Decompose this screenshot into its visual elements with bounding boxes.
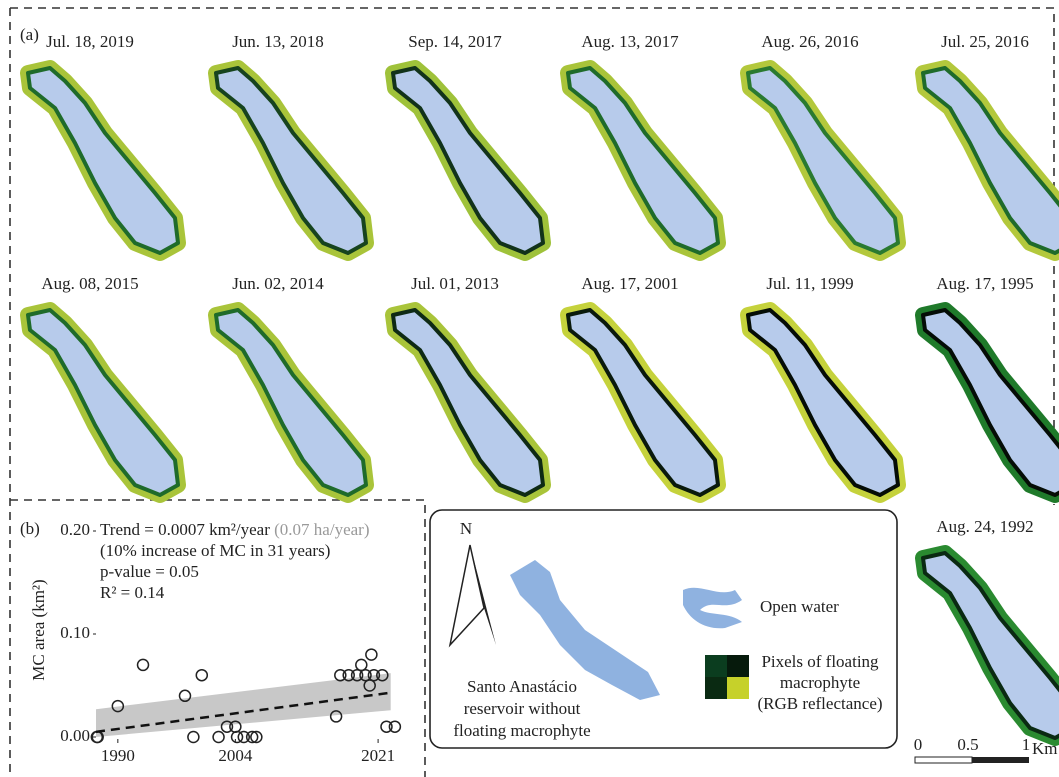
north-label: N: [460, 519, 472, 538]
map-water: [216, 310, 366, 495]
annotation: (10% increase of MC in 31 years): [100, 541, 330, 560]
scale-label: 1: [1022, 735, 1031, 754]
annotation: (0.07 ha/year): [274, 520, 369, 539]
map-date: Jul. 11, 1999: [766, 274, 853, 293]
pixel: [727, 677, 749, 699]
map-water: [216, 68, 366, 253]
y-tick-label: 0.00: [60, 726, 90, 745]
legend-text: Open water: [760, 597, 839, 616]
map-date: Aug. 08, 2015: [41, 274, 138, 293]
pixel: [705, 655, 727, 677]
panel-label: (b): [20, 519, 40, 538]
point: [188, 732, 199, 743]
legend-text: reservoir without: [464, 699, 581, 718]
map-water: [393, 68, 543, 253]
point: [196, 670, 207, 681]
panel-label: (a): [20, 25, 39, 44]
legend-text: Pixels of floating: [761, 652, 879, 671]
map-water: [568, 68, 718, 253]
pixel: [705, 677, 727, 699]
map-water: [748, 68, 898, 253]
annotation: Trend = 0.0007 km²/year: [100, 520, 270, 539]
y-tick-label: 0.20: [60, 520, 90, 539]
map-date: Jul. 18, 2019: [46, 32, 134, 51]
map-date: Aug. 17, 1995: [936, 274, 1033, 293]
figure: (a) Jul. 18, 2019 Jun. 13, 2018 Sep. 14, 2…: [0, 0, 1059, 777]
scale-label: 0.5: [957, 735, 978, 754]
map-date: Jun. 13, 2018: [232, 32, 324, 51]
map-date: Aug. 17, 2001: [581, 274, 678, 293]
point: [138, 659, 149, 670]
y-tick-label: 0.10: [60, 623, 90, 642]
x-tick-label: 2004: [218, 746, 253, 765]
point: [213, 732, 224, 743]
annotation: R² = 0.14: [100, 583, 165, 602]
map-date: Sep. 14, 2017: [408, 32, 502, 51]
map-panel: Jul. 18, 2019 Jun. 13, 2018 Sep. 14, 2017 A…: [28, 32, 1059, 738]
map-water: [28, 310, 178, 495]
map-water: [923, 68, 1059, 253]
confidence-band: [96, 673, 391, 737]
map-water: [748, 310, 898, 495]
map-date: Jul. 01, 2013: [411, 274, 499, 293]
legend-text: floating macrophyte: [453, 721, 590, 740]
map-date: Jun. 02, 2014: [232, 274, 324, 293]
scale-label: 0: [914, 735, 923, 754]
x-tick-label: 2021: [361, 746, 395, 765]
water-icon: [683, 588, 742, 629]
legend-text: (RGB reflectance): [757, 694, 882, 713]
north-arrow: [450, 545, 484, 645]
map-date: Aug. 26, 2016: [761, 32, 858, 51]
map-date: Aug. 13, 2017: [581, 32, 679, 51]
annotation: Trend = 0.0007 km²/year (0.07 ha/year): [100, 520, 369, 539]
map-water: [568, 310, 718, 495]
legend-text: Santo Anastácio: [467, 677, 577, 696]
map-water: [393, 310, 543, 495]
map-water: [923, 310, 1059, 495]
map-water: [923, 553, 1059, 738]
scale-unit: Km: [1032, 739, 1058, 758]
point: [389, 721, 400, 732]
legend-text: macrophyte: [780, 673, 860, 692]
annotation: p-value = 0.05: [100, 562, 199, 581]
scale-bar: [972, 757, 1029, 763]
map-date: Aug. 24, 1992: [936, 517, 1033, 536]
point: [366, 649, 377, 660]
point: [356, 659, 367, 670]
y-axis-label: MC area (km²): [29, 579, 48, 680]
scale-bar: [915, 757, 972, 763]
map-water: [28, 68, 178, 253]
map-date: Jul. 25, 2016: [941, 32, 1029, 51]
x-tick-label: 1990: [101, 746, 135, 765]
pixel: [727, 655, 749, 677]
